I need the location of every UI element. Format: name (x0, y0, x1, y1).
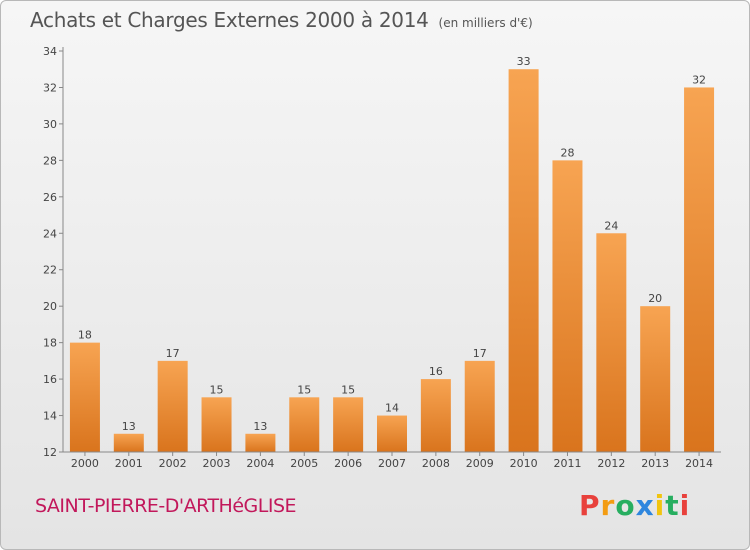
y-tick-label: 24 (43, 227, 57, 240)
bar-value-label: 32 (692, 73, 706, 86)
x-tick-label: 2014 (685, 457, 713, 470)
y-tick-label: 26 (43, 191, 57, 204)
bar-value-label: 18 (78, 329, 92, 342)
y-tick-label: 12 (43, 446, 57, 459)
y-tick-label: 14 (43, 410, 57, 423)
x-tick-label: 2013 (641, 457, 669, 470)
bar-2000 (69, 342, 100, 452)
x-tick-label: 2003 (203, 457, 231, 470)
chart-title: Achats et Charges Externes 2000 à 2014 (e… (30, 8, 533, 32)
bar-2011 (552, 160, 583, 452)
commune-name: SAINT-PIERRE-D'ARTHéGLISE (35, 495, 297, 517)
x-tick-label: 2011 (553, 457, 581, 470)
bar-value-label: 15 (210, 383, 224, 396)
x-tick-label: 2007 (378, 457, 406, 470)
bar-2008 (420, 379, 451, 452)
bar-2004 (245, 433, 276, 452)
bar-value-label: 20 (648, 292, 662, 305)
logo-letter: i (679, 489, 691, 522)
y-tick-label: 16 (43, 373, 57, 386)
proxiti-logo[interactable]: Proxiti (579, 489, 690, 522)
y-tick-label: 18 (43, 337, 57, 350)
x-tick-label: 2006 (334, 457, 362, 470)
bar-2003 (201, 397, 232, 452)
y-tick-label: 28 (43, 154, 57, 167)
x-tick-label: 2001 (115, 457, 143, 470)
bar-2010 (508, 69, 539, 453)
chart-unit-text: (en milliers d'€) (438, 16, 533, 30)
x-axis: 2000 2001 2002 2003 2004 2005 2006 2007 2008 2009… (63, 451, 721, 470)
x-tick-label: 2002 (159, 457, 187, 470)
x-tick-label: 2005 (290, 457, 318, 470)
bar-value-label: 13 (253, 420, 267, 433)
bar-value-label: 13 (122, 420, 136, 433)
bar-value-label: 17 (166, 347, 180, 360)
logo-letter: i (654, 489, 666, 522)
y-tick-label: 34 (43, 45, 57, 58)
bar-value-label: 15 (297, 383, 311, 396)
y-axis: 12 14 16 18 20 22 24 26 28 30 32 34 (43, 45, 64, 459)
bar-2013 (640, 306, 671, 452)
x-tick-label: 2012 (597, 457, 625, 470)
bar-value-label: 28 (560, 146, 574, 159)
bar-2007 (377, 415, 407, 452)
y-tick-label: 32 (43, 81, 57, 94)
x-tick-label: 2009 (466, 457, 494, 470)
bar-value-label: 15 (341, 383, 355, 396)
logo-letter: o (615, 489, 636, 522)
bar-2014 (684, 87, 715, 453)
logo-letter: x (635, 489, 655, 522)
logo-letter: t (665, 489, 680, 522)
x-tick-label: 2000 (71, 457, 99, 470)
y-tick-label: 22 (43, 264, 57, 277)
bar-2012 (596, 233, 627, 452)
x-tick-label: 2010 (510, 457, 538, 470)
bar-series: 18 13 17 15 13 15 15 14 16 17 33 28 24 20 32 (69, 55, 715, 453)
y-tick-label: 20 (43, 300, 57, 313)
bar-value-label: 33 (517, 55, 531, 68)
bar-2006 (333, 397, 364, 452)
y-tick-label: 30 (43, 118, 57, 131)
bar-value-label: 17 (473, 347, 487, 360)
bar-value-label: 14 (385, 402, 399, 415)
chart-title-text: Achats et Charges Externes 2000 à 2014 (30, 8, 429, 32)
logo-letter: P (579, 489, 601, 522)
bar-2001 (113, 433, 144, 452)
bar-2009 (464, 360, 495, 452)
bar-value-label: 24 (604, 219, 618, 232)
x-tick-label: 2008 (422, 457, 450, 470)
bar-value-label: 16 (429, 365, 443, 378)
bar-2002 (157, 360, 188, 452)
logo-letter: r (600, 489, 616, 522)
bar-2005 (289, 397, 320, 452)
x-tick-label: 2004 (246, 457, 274, 470)
